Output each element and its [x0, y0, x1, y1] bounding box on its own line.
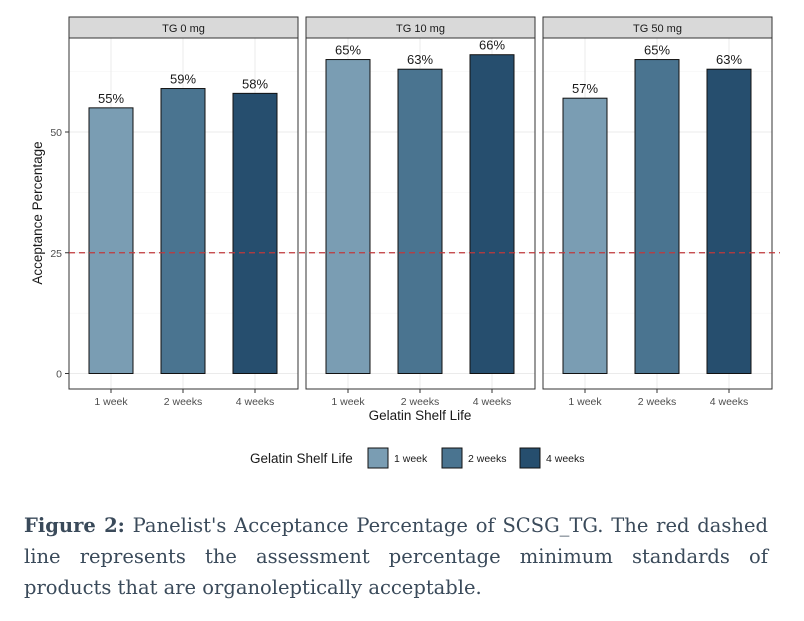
- x-tick-label: 4 weeks: [710, 396, 749, 408]
- faceted-bar-chart: TG 0 mg 55% 59% 58% 1 week 2 weeks 4 weeks TG 1…: [30, 16, 780, 469]
- y-tick-label: 50: [50, 127, 62, 139]
- x-tick-label: 1 week: [331, 396, 365, 408]
- bar-data-label: 55%: [98, 91, 124, 106]
- bar-data-label: 65%: [644, 43, 670, 58]
- x-tick-label: 1 week: [94, 396, 128, 408]
- panel-border: [542, 37, 773, 390]
- bar: [325, 59, 371, 375]
- bar-data-label: 66%: [479, 38, 505, 53]
- figure-caption: Figure 2: Panelist's Acceptance Percenta…: [24, 510, 768, 603]
- bar-data-label: 57%: [572, 81, 598, 96]
- facet-label: TG 50 mg: [633, 23, 682, 35]
- bar: [232, 92, 278, 375]
- bar: [634, 59, 680, 375]
- x-tick-label: 4 weeks: [236, 396, 275, 408]
- bar-data-label: 65%: [335, 43, 361, 58]
- facet-label: TG 10 mg: [396, 23, 445, 35]
- legend-label: 4 weeks: [546, 453, 585, 465]
- x-axis-title: Gelatin Shelf Life: [369, 408, 472, 423]
- bar: [706, 68, 752, 375]
- bar: [160, 88, 206, 374]
- facet-label: TG 0 mg: [162, 23, 205, 35]
- bar-data-label: 59%: [170, 72, 196, 87]
- y-tick-label: 0: [56, 369, 62, 381]
- x-tick-label: 1 week: [568, 396, 602, 408]
- bar-data-label: 58%: [242, 76, 268, 91]
- legend-swatch: [441, 447, 463, 469]
- bar: [562, 97, 608, 374]
- caption-label: Figure 2:: [24, 514, 125, 537]
- bar: [469, 54, 515, 374]
- legend-swatch: [519, 447, 541, 469]
- bar-data-label: 63%: [407, 52, 433, 67]
- x-tick-label: 4 weeks: [473, 396, 512, 408]
- legend-swatch: [367, 447, 389, 469]
- bar: [397, 68, 443, 375]
- x-tick-label: 2 weeks: [638, 396, 677, 408]
- legend-title: Gelatin Shelf Life: [250, 451, 353, 466]
- legend-label: 2 weeks: [468, 453, 507, 465]
- panel-border: [68, 37, 299, 390]
- y-tick-label: 25: [50, 248, 62, 260]
- bar: [88, 107, 134, 374]
- bar-data-label: 63%: [716, 52, 742, 67]
- x-tick-label: 2 weeks: [401, 396, 440, 408]
- y-axis-title: Acceptance Percentage: [30, 141, 45, 284]
- x-tick-label: 2 weeks: [164, 396, 203, 408]
- panel-border: [305, 37, 536, 390]
- legend-label: 1 week: [394, 453, 428, 465]
- caption-text: Panelist's Acceptance Percentage of SCSG…: [24, 514, 768, 599]
